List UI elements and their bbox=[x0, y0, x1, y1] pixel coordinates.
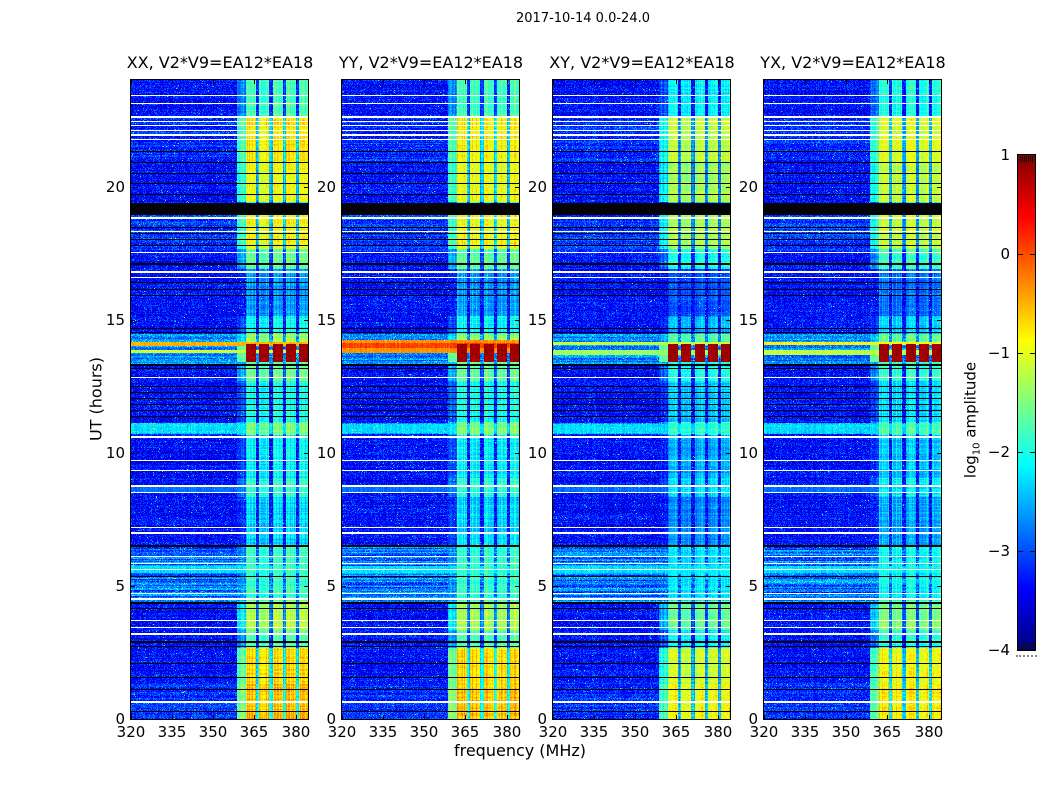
colorbar-tick-label: −1 bbox=[987, 344, 1010, 362]
y-axis-tick-label: 20 bbox=[527, 178, 547, 196]
y-axis-tick-label: 5 bbox=[748, 577, 758, 595]
x-axis-tick-label: 335 bbox=[368, 723, 398, 741]
y-axis-tick-label: 5 bbox=[115, 577, 125, 595]
colorbar-tick-label: −3 bbox=[987, 542, 1010, 560]
y-axis-tick-label: 20 bbox=[316, 178, 336, 196]
x-axis-tick-label: 365 bbox=[450, 723, 480, 741]
y-axis-tick-label: 20 bbox=[105, 178, 125, 196]
colorbar bbox=[1017, 154, 1036, 651]
x-axis-tick-label: 320 bbox=[116, 723, 146, 741]
y-axis-label: UT (hours) bbox=[86, 356, 106, 442]
spectrogram-panel-xx bbox=[130, 79, 309, 720]
panel-title-xx: XX, V2*V9=EA12*EA18 bbox=[126, 53, 314, 72]
y-axis-tick-label: 10 bbox=[738, 444, 758, 462]
x-axis-tick-label: 365 bbox=[239, 723, 269, 741]
x-axis-tick-label: 350 bbox=[198, 723, 228, 741]
y-axis-tick-label: 15 bbox=[527, 311, 547, 329]
panel-title-xy: XY, V2*V9=EA12*EA18 bbox=[549, 53, 735, 72]
x-axis-tick-label: 365 bbox=[872, 723, 902, 741]
y-axis-tick-label: 5 bbox=[537, 577, 547, 595]
y-axis-tick-label: 15 bbox=[105, 311, 125, 329]
spectrogram-panel-yx bbox=[763, 79, 942, 720]
colorbar-tick-label: 0 bbox=[1000, 245, 1010, 263]
y-axis-tick-label: 15 bbox=[316, 311, 336, 329]
x-axis-tick-label: 320 bbox=[327, 723, 357, 741]
x-axis-tick-label: 365 bbox=[661, 723, 691, 741]
x-axis-tick-label: 350 bbox=[831, 723, 861, 741]
x-axis-tick-label: 320 bbox=[749, 723, 779, 741]
y-axis-tick-label: 0 bbox=[326, 710, 336, 728]
spectrogram-panel-yy bbox=[341, 79, 520, 720]
panel-title-yx: YX, V2*V9=EA12*EA18 bbox=[760, 53, 946, 72]
y-axis-tick-label: 0 bbox=[537, 710, 547, 728]
x-axis-tick-label: 335 bbox=[579, 723, 609, 741]
colorbar-tick-label: −2 bbox=[987, 443, 1010, 461]
x-axis-label: frequency (MHz) bbox=[453, 741, 587, 760]
y-axis-tick-label: 0 bbox=[748, 710, 758, 728]
spectrogram-panel-xy bbox=[552, 79, 731, 720]
x-axis-tick-label: 335 bbox=[157, 723, 187, 741]
x-axis-tick-label: 380 bbox=[492, 723, 522, 741]
x-axis-tick-label: 380 bbox=[914, 723, 944, 741]
y-axis-tick-label: 15 bbox=[738, 311, 758, 329]
y-axis-tick-label: 0 bbox=[115, 710, 125, 728]
colorbar-tick-label: −4 bbox=[987, 641, 1010, 659]
y-axis-tick-label: 10 bbox=[527, 444, 547, 462]
y-axis-tick-label: 10 bbox=[105, 444, 125, 462]
x-axis-tick-label: 350 bbox=[620, 723, 650, 741]
x-axis-tick-label: 350 bbox=[409, 723, 439, 741]
colorbar-end-dots bbox=[1016, 655, 1037, 657]
y-axis-tick-label: 10 bbox=[316, 444, 336, 462]
colorbar-tick-label: 1 bbox=[1000, 146, 1010, 164]
x-axis-tick-label: 380 bbox=[703, 723, 733, 741]
x-axis-tick-label: 320 bbox=[538, 723, 568, 741]
y-axis-tick-label: 5 bbox=[326, 577, 336, 595]
x-axis-tick-label: 380 bbox=[281, 723, 311, 741]
panel-title-yy: YY, V2*V9=EA12*EA18 bbox=[338, 53, 524, 72]
x-axis-tick-label: 335 bbox=[790, 723, 820, 741]
figure-title: 2017-10-14 0.0-24.0 bbox=[516, 11, 650, 26]
y-axis-tick-label: 20 bbox=[738, 178, 758, 196]
